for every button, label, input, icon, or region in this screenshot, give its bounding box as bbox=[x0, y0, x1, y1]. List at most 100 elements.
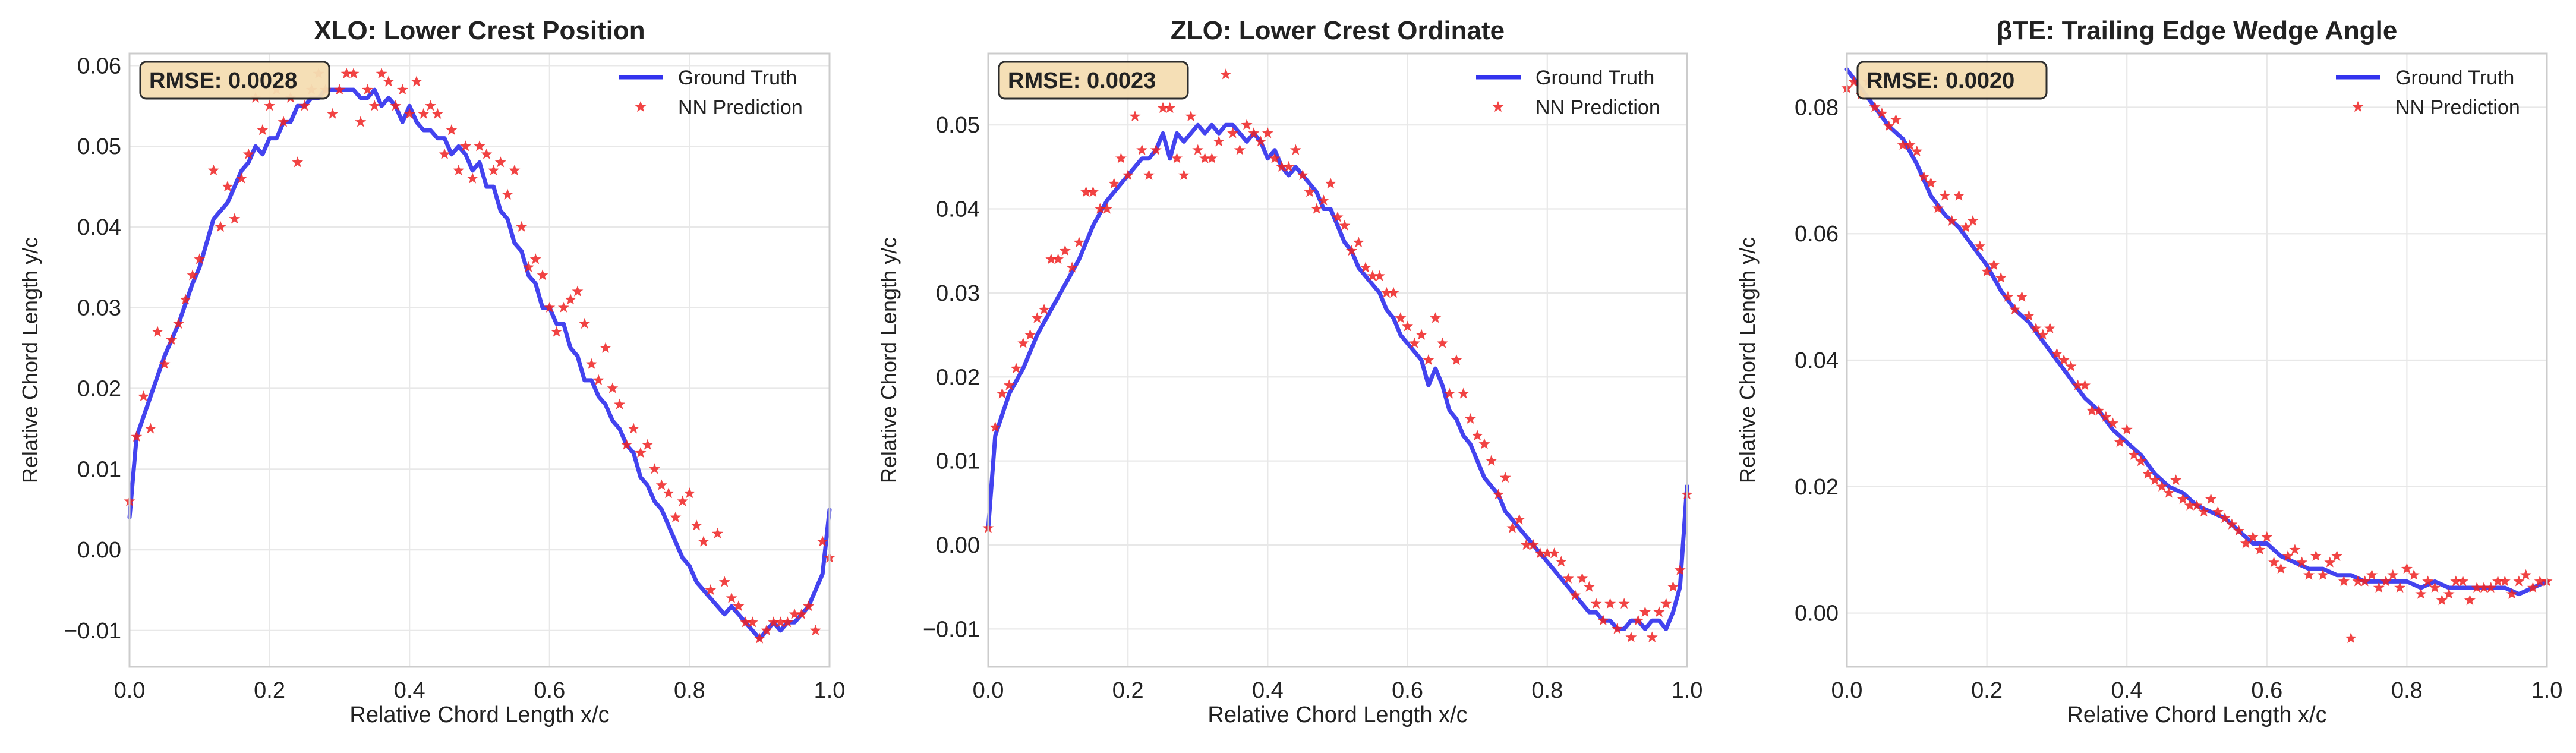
prediction-point bbox=[1674, 564, 1686, 575]
legend: Ground Truth NN Prediction bbox=[1476, 67, 1660, 119]
prediction-point bbox=[2142, 468, 2154, 479]
prediction-point bbox=[2002, 291, 2014, 302]
prediction-point bbox=[292, 156, 304, 168]
prediction-point bbox=[592, 374, 604, 385]
prediction-point bbox=[1276, 160, 1288, 172]
prediction-point bbox=[1108, 178, 1120, 189]
prediction-point bbox=[1667, 581, 1679, 592]
prediction-point bbox=[509, 164, 521, 175]
prediction-point bbox=[222, 181, 234, 192]
prediction-point bbox=[2114, 436, 2126, 448]
prediction-point bbox=[1262, 127, 1273, 138]
prediction-point bbox=[2177, 493, 2189, 505]
prediction-point bbox=[1129, 111, 1141, 122]
prediction-point bbox=[2282, 550, 2294, 561]
prediction-point bbox=[144, 423, 156, 434]
prediction-point bbox=[705, 584, 717, 596]
prediction-point bbox=[579, 317, 591, 329]
prediction-point bbox=[348, 67, 360, 78]
prediction-point bbox=[789, 608, 800, 619]
axes-frame bbox=[987, 52, 1688, 668]
y-tick-label: 0.03 bbox=[936, 281, 980, 306]
prediction-point bbox=[481, 148, 493, 159]
prediction-point bbox=[396, 84, 408, 95]
chart-panel-3: 0.0 0.2 0.4 0.6 0.8 1.0 0.00 0.02 0.04 0.06 0.08 βT… bbox=[1735, 16, 2562, 727]
prediction-point bbox=[761, 624, 773, 635]
prediction-point bbox=[1031, 312, 1043, 323]
prediction-point bbox=[1953, 190, 1965, 201]
prediction-point bbox=[2135, 455, 2147, 467]
plot-area bbox=[988, 53, 1687, 667]
prediction-point bbox=[816, 535, 828, 547]
x-tick-label: 0.4 bbox=[1252, 678, 1284, 703]
prediction-point bbox=[1876, 108, 1888, 119]
prediction-point bbox=[1360, 261, 1371, 273]
prediction-point bbox=[1904, 139, 1916, 150]
prediction-point bbox=[1352, 237, 1364, 248]
prediction-point bbox=[1192, 144, 1204, 155]
rmse-label: RMSE: 0.0023 bbox=[1008, 68, 1156, 93]
prediction-point bbox=[1541, 547, 1553, 559]
prediction-point bbox=[2275, 563, 2287, 574]
prediction-point bbox=[257, 124, 269, 136]
prediction-point bbox=[1423, 354, 1434, 366]
chart-title: XLO: Lower Crest Position bbox=[314, 16, 645, 45]
y-tick-label: 0.00 bbox=[77, 538, 121, 563]
prediction-point bbox=[663, 487, 674, 499]
prediction-point bbox=[1094, 203, 1106, 214]
prediction-point bbox=[1611, 623, 1623, 634]
prediction-point bbox=[1974, 240, 1986, 251]
x-axis-label: Relative Chord Length x/c bbox=[349, 702, 609, 727]
prediction-point bbox=[2478, 582, 2490, 593]
prediction-point bbox=[2247, 531, 2259, 542]
prediction-point bbox=[1374, 270, 1386, 281]
prediction-point bbox=[2009, 303, 2021, 314]
prediction-point bbox=[215, 220, 226, 232]
y-tick-label: 0.02 bbox=[1795, 475, 1839, 500]
prediction-point bbox=[677, 495, 689, 506]
prediction-point bbox=[159, 358, 171, 369]
legend-label-nn-prediction: NN Prediction bbox=[2395, 96, 2520, 119]
prediction-point bbox=[1430, 312, 1442, 323]
prediction-point bbox=[2107, 417, 2119, 429]
y-axis-label: Relative Chord Length y/c bbox=[18, 237, 42, 483]
prediction-point bbox=[1562, 572, 1574, 584]
y-tick-label: 0.04 bbox=[936, 197, 980, 222]
prediction-point bbox=[2184, 499, 2196, 511]
prediction-point bbox=[278, 116, 289, 127]
prediction-point bbox=[299, 100, 310, 111]
prediction-point bbox=[1932, 202, 1944, 213]
prediction-point bbox=[1150, 144, 1162, 155]
prediction-point bbox=[502, 188, 513, 200]
prediction-point bbox=[207, 164, 219, 175]
y-tick-label: 0.06 bbox=[77, 53, 121, 78]
prediction-point bbox=[2310, 550, 2322, 561]
prediction-point bbox=[768, 616, 780, 628]
prediction-point bbox=[1136, 144, 1148, 155]
prediction-point bbox=[726, 592, 737, 603]
prediction-point bbox=[2352, 575, 2364, 587]
prediction-point bbox=[1038, 304, 1050, 315]
chart-title: βTE: Trailing Edge Wedge Angle bbox=[1997, 16, 2398, 45]
prediction-point bbox=[1995, 272, 2007, 283]
prediction-point bbox=[403, 108, 415, 119]
prediction-point bbox=[2422, 575, 2434, 587]
chart-title: ZLO: Lower Crest Ordinate bbox=[1171, 16, 1505, 45]
prediction-point bbox=[362, 84, 373, 95]
prediction-point bbox=[1639, 606, 1651, 617]
prediction-point bbox=[2037, 329, 2049, 340]
prediction-point bbox=[2205, 493, 2217, 505]
prediction-point bbox=[166, 334, 178, 345]
y-axis-label: Relative Chord Length y/c bbox=[876, 237, 901, 483]
prediction-point bbox=[2226, 518, 2238, 530]
x-tick-label: 0.0 bbox=[973, 678, 1004, 703]
prediction-point bbox=[2100, 411, 2112, 422]
prediction-point bbox=[1939, 190, 1951, 201]
prediction-point bbox=[649, 463, 660, 474]
prediction-point bbox=[2506, 588, 2518, 599]
prediction-point bbox=[2240, 537, 2252, 549]
y-axis-label: Relative Chord Length y/c bbox=[1735, 237, 1760, 483]
prediction-point bbox=[1297, 169, 1309, 181]
prediction-point bbox=[1143, 169, 1155, 181]
